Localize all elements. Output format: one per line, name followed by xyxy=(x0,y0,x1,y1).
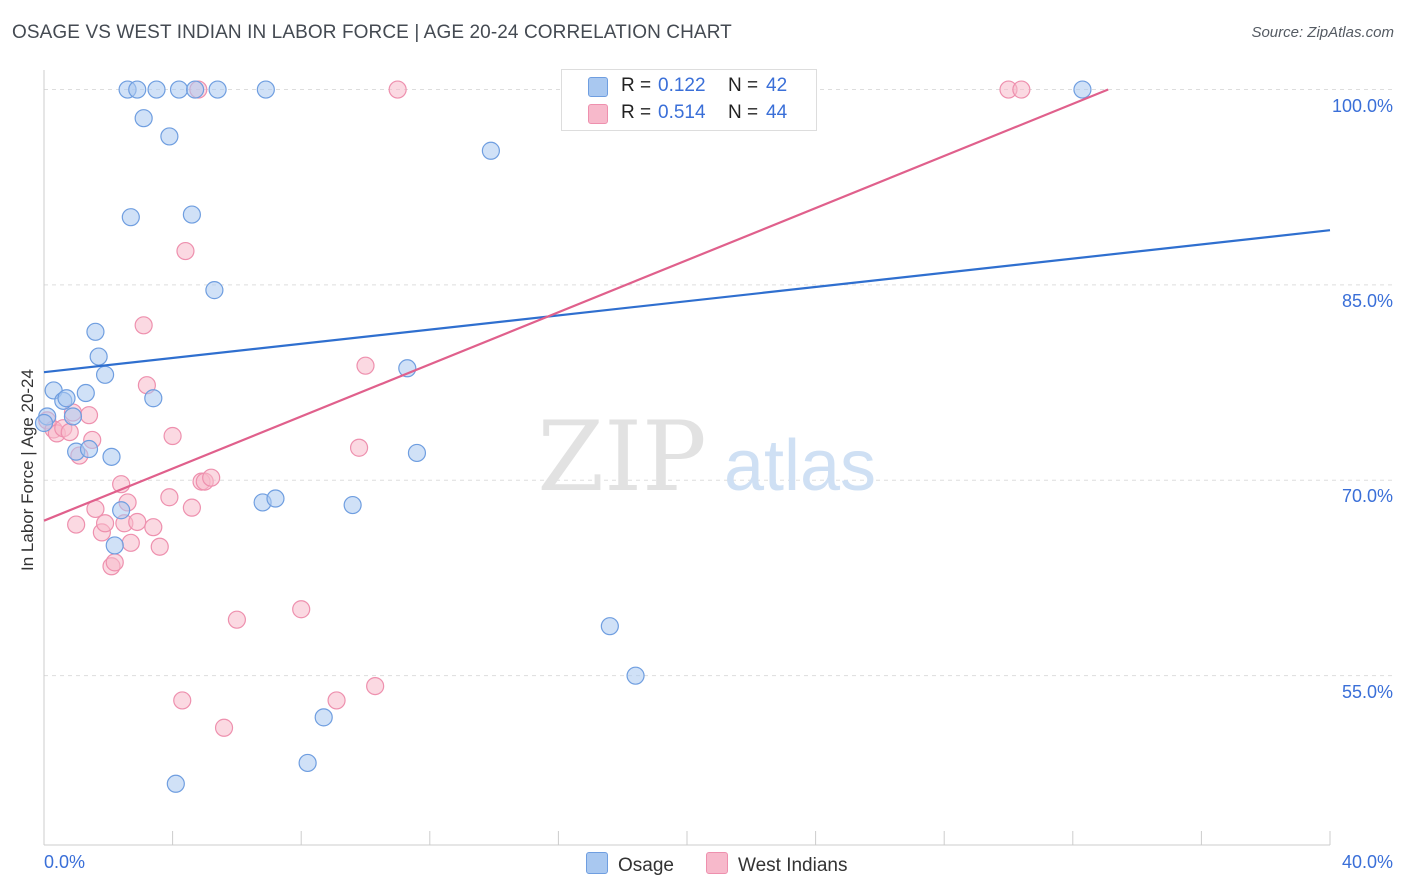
osage-point xyxy=(1073,80,1092,99)
y-axis-label: In Labor Force | Age 20-24 xyxy=(18,369,37,571)
watermark-atlas: atlas xyxy=(724,426,876,506)
osage-point xyxy=(89,347,108,366)
stats-legend: R = 0.122 N = 42 R = 0.514 N = 44 xyxy=(561,69,817,131)
watermark: ZIP atlas xyxy=(537,401,876,513)
osage-n-value: 42 xyxy=(766,75,788,96)
osage-point xyxy=(298,753,317,773)
chart-title: OSAGE VS WEST INDIAN IN LABOR FORCE | AG… xyxy=(12,22,732,43)
wi-r-label: R = xyxy=(621,102,652,123)
osage-point xyxy=(79,439,99,459)
osage-point xyxy=(481,141,500,160)
west-indians-point xyxy=(176,241,195,261)
y-tick-label: 100.0% xyxy=(1331,95,1393,116)
x-tick-label-max: 40.0% xyxy=(1341,852,1393,872)
source-credit: Source: ZipAtlas.com xyxy=(1251,24,1394,41)
west-indians-point xyxy=(105,553,124,572)
west-indians-swatch xyxy=(588,104,608,124)
gridlines xyxy=(44,89,1395,677)
osage-point xyxy=(112,501,131,520)
osage-point xyxy=(407,443,427,463)
osage-point xyxy=(95,365,115,384)
osage-point xyxy=(169,80,189,99)
west-indians-point xyxy=(366,676,385,696)
west-indians-point xyxy=(327,691,346,710)
trend-lines xyxy=(43,88,1331,522)
west-indians-point xyxy=(95,514,115,533)
osage-point xyxy=(134,109,153,128)
west-indians-point xyxy=(388,80,407,99)
west-indians-point xyxy=(128,512,147,532)
osage-point xyxy=(600,617,619,636)
osage-point xyxy=(186,80,205,99)
west-indians-point xyxy=(1012,80,1031,99)
west-indians-point xyxy=(150,537,169,556)
osage-point xyxy=(34,413,54,433)
osage-point xyxy=(57,389,76,408)
west-indians-points xyxy=(38,80,1031,737)
west-indians-point xyxy=(144,518,163,537)
west-indians-point xyxy=(349,438,369,457)
west-indians-point xyxy=(134,316,153,335)
west-indians-point xyxy=(292,600,311,619)
osage-point xyxy=(102,447,121,466)
wi-r-value: 0.514 xyxy=(658,102,706,123)
osage-point xyxy=(182,205,201,224)
bottom-osage-swatch xyxy=(586,852,608,874)
osage-points xyxy=(34,80,1092,793)
y-tick-label: 70.0% xyxy=(1341,486,1393,507)
osage-point xyxy=(147,80,166,99)
west-indians-point xyxy=(202,468,221,487)
osage-point xyxy=(256,80,275,99)
osage-point xyxy=(343,495,362,515)
osage-point xyxy=(205,281,224,300)
osage-point xyxy=(166,774,185,793)
x-tick-label-min: 0.0% xyxy=(44,852,86,872)
west-indians-point xyxy=(356,356,375,375)
osage-point xyxy=(208,80,227,99)
bottom-legend-osage: Osage xyxy=(586,852,674,877)
osage-r-label: R = xyxy=(621,75,652,96)
bottom-wi-swatch xyxy=(706,852,728,874)
west-indians-trend-line xyxy=(43,88,1109,522)
y-tick-label: 55.0% xyxy=(1341,681,1393,702)
west-indians-point xyxy=(214,718,234,737)
west-indians-point xyxy=(121,533,140,552)
watermark-zip: ZIP xyxy=(537,401,706,513)
west-indians-point xyxy=(182,498,201,517)
west-indians-point xyxy=(79,406,99,425)
osage-point xyxy=(121,208,140,227)
west-indians-point xyxy=(60,423,79,442)
west-indians-point xyxy=(160,488,179,507)
osage-point xyxy=(144,389,163,408)
bottom-legend-west-indians: West Indians xyxy=(706,852,847,877)
osage-trend-line xyxy=(43,229,1331,374)
bottom-osage-label: Osage xyxy=(618,855,674,876)
west-indians-point xyxy=(67,515,86,534)
osage-swatch xyxy=(588,77,608,97)
osage-point xyxy=(160,127,179,146)
west-indians-point xyxy=(173,691,192,710)
osage-point xyxy=(266,489,285,508)
bottom-wi-label: West Indians xyxy=(738,855,848,876)
west-indians-point xyxy=(163,426,182,446)
osage-point xyxy=(105,536,124,555)
osage-point xyxy=(86,322,105,341)
osage-point xyxy=(76,383,95,403)
west-indians-point xyxy=(227,610,246,629)
osage-point xyxy=(63,407,83,426)
osage-point xyxy=(626,666,645,685)
osage-r-value: 0.122 xyxy=(658,75,706,96)
osage-point xyxy=(128,80,147,99)
axes xyxy=(43,70,1331,846)
osage-point xyxy=(314,708,333,727)
osage-n-label: N = xyxy=(728,75,759,96)
wi-n-value: 44 xyxy=(766,102,788,123)
y-tick-label: 85.0% xyxy=(1341,290,1393,311)
wi-n-label: N = xyxy=(728,102,759,123)
